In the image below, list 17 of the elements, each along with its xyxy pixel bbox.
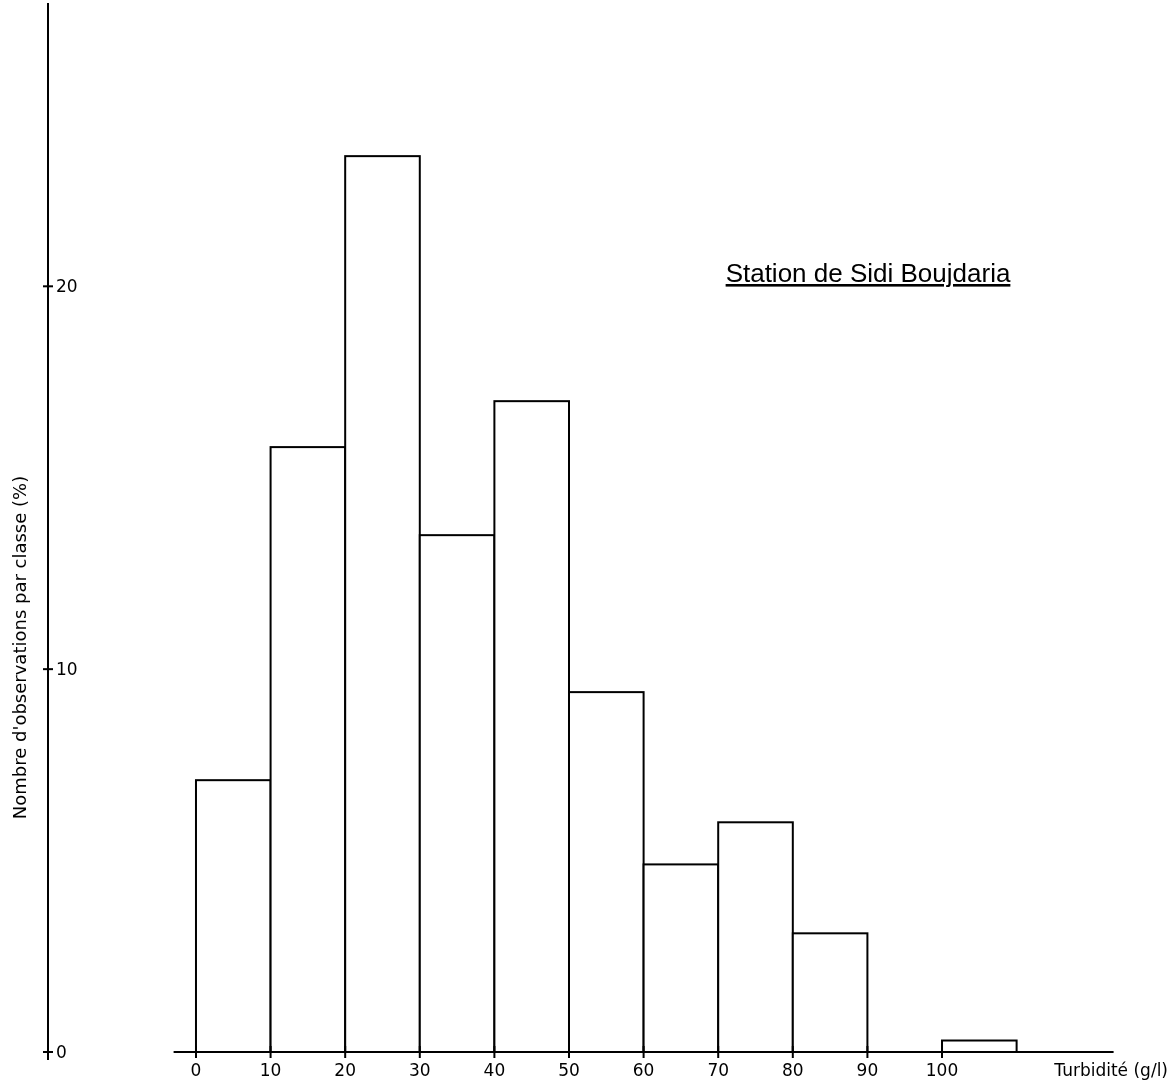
x-tick-label: 90 [856, 1060, 879, 1080]
x-tick-label: 100 [925, 1060, 959, 1080]
x-tick-label: 10 [259, 1060, 282, 1080]
x-tick-label: 20 [334, 1060, 357, 1080]
x-tick-label: 50 [558, 1060, 580, 1080]
x-tick-label: 70 [707, 1060, 730, 1080]
x-tick-label: 40 [483, 1060, 506, 1080]
x-tick-label: 80 [781, 1060, 804, 1080]
y-tick-label: 10 [56, 659, 78, 680]
x-tick-label: 30 [408, 1060, 431, 1080]
y-tick-label: 0 [56, 1041, 67, 1062]
x-tick-label: 60 [632, 1060, 655, 1080]
y-axis-title: Nombre d'observations par classe (%) [9, 475, 30, 820]
y-tick-label: 20 [56, 276, 78, 297]
text: Station de Sidi Boujdaria [725, 258, 1011, 288]
x-axis-title: Turbidité (g/l) [1053, 1060, 1168, 1080]
x-tick-label: 0 [190, 1060, 202, 1080]
